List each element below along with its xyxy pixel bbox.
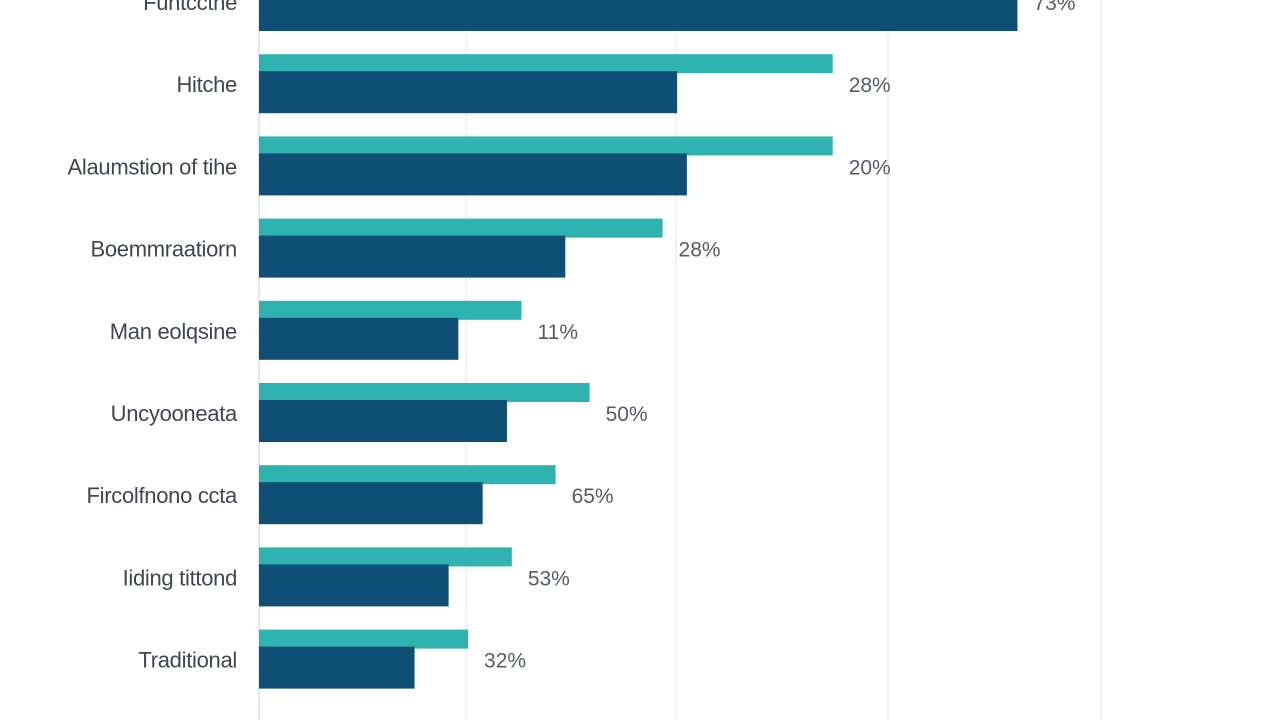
- bar-series-1: [259, 218, 663, 238]
- bar-series-1: [259, 629, 469, 649]
- value-label: 32%: [484, 650, 526, 673]
- bar-series-1: [259, 383, 590, 402]
- category-label: Hitche: [176, 72, 237, 97]
- bar-series-1: [259, 465, 556, 485]
- bars: [259, 0, 1018, 689]
- category-label: Boemmraatiorn: [91, 237, 238, 262]
- bar-series-2: [259, 0, 1018, 31]
- value-label: 28%: [679, 239, 721, 262]
- bar-series-1: [259, 136, 833, 156]
- bar-series-2: [259, 71, 678, 114]
- value-label: 65%: [572, 485, 614, 508]
- value-label: 53%: [528, 567, 570, 590]
- bar-series-2: [259, 235, 566, 278]
- gridlines: [258, 0, 1102, 720]
- category-label: Traditional: [138, 648, 237, 673]
- category-label: Iiding tittond: [123, 565, 237, 590]
- value-label: 20%: [849, 156, 891, 179]
- bar-series-2: [259, 317, 459, 360]
- value-label: 50%: [606, 403, 648, 426]
- category-label: Funtccthe: [143, 0, 237, 15]
- category-label: Fircolfnono ccta: [87, 483, 239, 508]
- bar-series-2: [259, 400, 507, 442]
- bar-series-1: [259, 54, 833, 74]
- value-label: 28%: [849, 74, 891, 97]
- bar-series-2: [259, 564, 449, 607]
- bar-series-2: [259, 646, 415, 689]
- category-label: Man eolqsine: [110, 319, 237, 344]
- labels: Funtccthe 73% Hitche 28% Alaumstion of tihe 2…: [68, 0, 1076, 673]
- bar-series-2: [259, 482, 483, 525]
- value-label: 11%: [538, 321, 578, 344]
- bar-series-1: [259, 547, 512, 567]
- bar-series-2: [259, 153, 687, 196]
- value-label: 73%: [1033, 0, 1075, 15]
- bar-series-1: [259, 300, 522, 320]
- category-label: Alaumstion of tihe: [68, 154, 238, 179]
- category-label: Uncyooneata: [111, 401, 238, 426]
